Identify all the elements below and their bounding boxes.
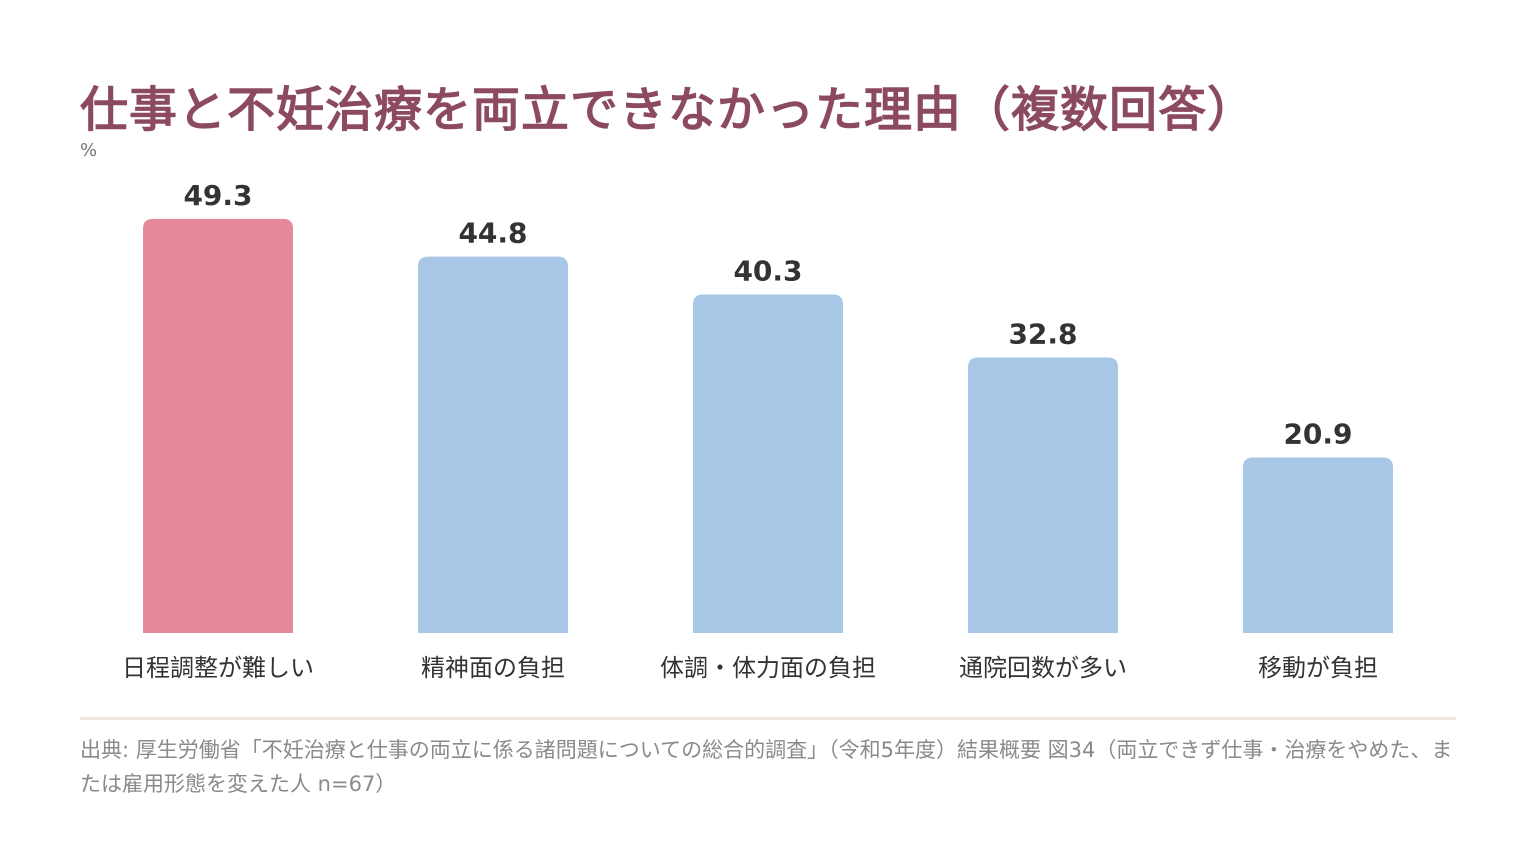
bar-2	[693, 294, 843, 633]
value-label-0: 49.3	[183, 179, 252, 212]
chart-title: 仕事と不妊治療を両立できなかった理由（複数回答）	[80, 82, 1257, 138]
category-label-2: 体調・体力面の負担	[660, 654, 876, 682]
divider	[80, 717, 1456, 720]
value-label-2: 40.3	[733, 254, 802, 287]
unit-label: %	[80, 140, 98, 161]
value-label-4: 20.9	[1283, 417, 1352, 450]
category-label-0: 日程調整が難しい	[122, 654, 314, 682]
category-label-4: 移動が負担	[1258, 654, 1378, 682]
category-label-3: 通院回数が多い	[959, 654, 1127, 682]
bar-4	[1243, 457, 1393, 633]
source-note: 出典: 厚生労働省「不妊治療と仕事の両立に係る諸問題についての総合的調査」（令和…	[80, 738, 1453, 796]
bar-1	[418, 256, 568, 633]
category-label-1: 精神面の負担	[421, 654, 565, 682]
bar-3	[968, 357, 1118, 633]
bar-chart: 49.3 日程調整が難しい 44.8 精神面の負担 40.3 体調・体力面の負担 32.8 通…	[122, 179, 1393, 682]
value-label-3: 32.8	[1008, 317, 1077, 350]
bar-0	[143, 218, 293, 633]
value-label-1: 44.8	[458, 217, 527, 250]
